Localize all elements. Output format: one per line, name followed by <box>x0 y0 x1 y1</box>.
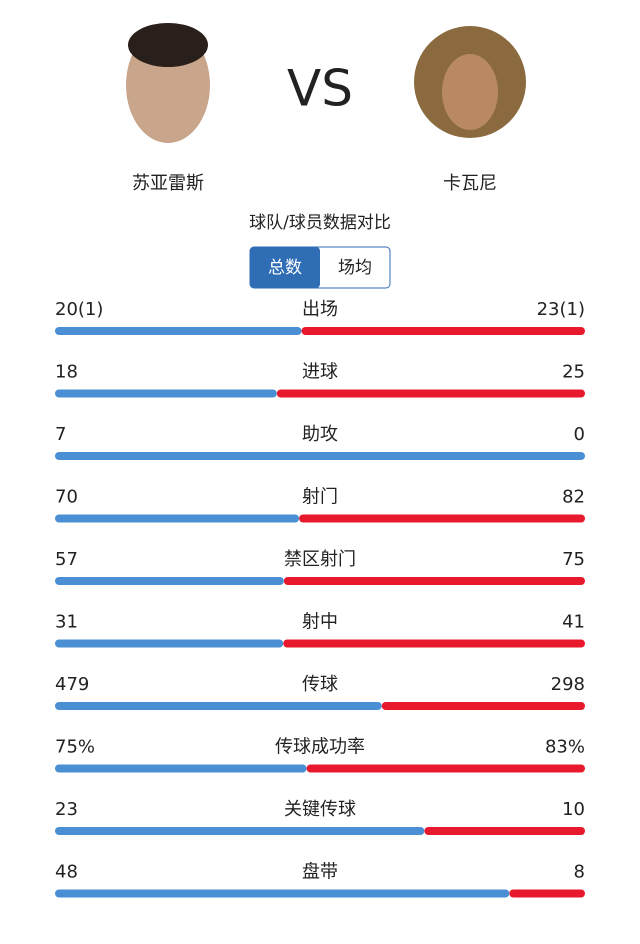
right-value: 83% <box>545 737 585 758</box>
left-value: 31 <box>55 612 78 633</box>
left-bar <box>55 639 284 648</box>
stat-label: 关键传球 <box>284 799 356 820</box>
stat-label: 禁区射门 <box>284 549 356 570</box>
left-bar <box>55 389 277 398</box>
right-bar <box>276 389 585 398</box>
stat-label: 出场 <box>302 299 338 320</box>
tab[interactable]: 总数 <box>268 258 302 278</box>
right-value: 23(1) <box>537 299 585 320</box>
right-bar <box>509 889 585 898</box>
left-value: 70 <box>55 487 78 508</box>
right-bar <box>301 327 585 335</box>
vs-text: VS <box>287 60 353 118</box>
right-value: 8 <box>574 862 585 883</box>
right-value: 75 <box>562 549 585 570</box>
left-value: 7 <box>55 424 66 445</box>
right-bar <box>424 827 585 835</box>
stats-list: 20(1) 出场 23(1) 18 进球 25 7 助攻 0 70 射门 82 57 禁区射门 75 31 射中… <box>55 299 585 898</box>
stat-label: 射中 <box>302 612 338 633</box>
left-bar <box>55 452 585 460</box>
left-value: 23 <box>55 799 78 820</box>
right-bar <box>306 764 585 773</box>
right-bar <box>299 514 585 523</box>
right-value: 0 <box>574 424 585 445</box>
left-bar <box>55 764 307 773</box>
tab[interactable]: 场均 <box>338 258 372 278</box>
right-value: 25 <box>562 362 585 383</box>
stat-label: 助攻 <box>302 424 338 445</box>
right-value: 82 <box>562 487 585 508</box>
subtitle: 球队/球员数据对比 <box>249 213 391 233</box>
left-value: 57 <box>55 549 78 570</box>
left-value: 75% <box>55 737 95 758</box>
stat-label: 进球 <box>302 362 338 383</box>
right-player-name: 卡瓦尼 <box>443 173 497 194</box>
right-bar <box>283 639 585 648</box>
left-value: 18 <box>55 362 78 383</box>
left-value: 20(1) <box>55 299 103 320</box>
left-player-name: 苏亚雷斯 <box>132 173 204 194</box>
left-bar <box>55 577 284 585</box>
left-player-hair <box>128 23 208 67</box>
tab-selected[interactable] <box>250 247 320 288</box>
stat-label: 传球成功率 <box>275 737 365 758</box>
left-value: 479 <box>55 674 89 695</box>
right-bar <box>381 702 585 710</box>
left-bar <box>55 327 302 335</box>
stat-label: 盘带 <box>302 862 338 883</box>
left-bar <box>55 889 510 898</box>
right-player-face <box>442 54 498 130</box>
right-value: 41 <box>562 612 585 633</box>
stat-label: 射门 <box>302 487 338 508</box>
stat-label: 传球 <box>302 674 338 695</box>
right-bar <box>283 577 585 585</box>
right-value: 298 <box>551 674 585 695</box>
left-bar <box>55 702 382 710</box>
right-value: 10 <box>562 799 585 820</box>
left-bar <box>55 827 425 835</box>
left-value: 48 <box>55 862 78 883</box>
left-bar <box>55 514 300 523</box>
